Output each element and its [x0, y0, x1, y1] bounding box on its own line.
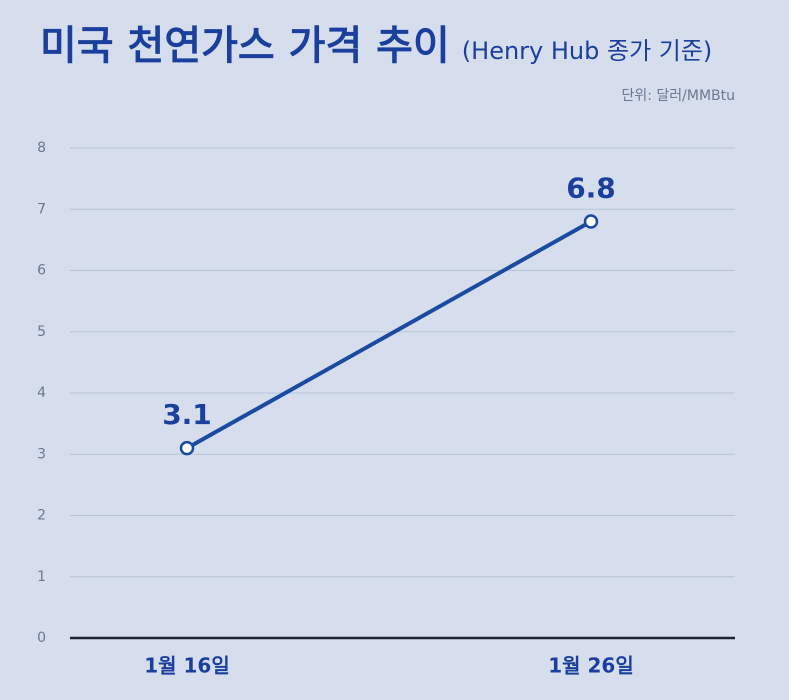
y-tick-label: 2 — [37, 508, 46, 524]
y-tick-label: 0 — [37, 630, 46, 646]
chart-subtitle: (Henry Hub 종가 기준) — [462, 37, 713, 65]
x-tick-label: 1월 26일 — [548, 654, 634, 678]
y-tick-label: 3 — [37, 446, 46, 462]
y-tick-label: 6 — [37, 263, 46, 279]
point — [583, 214, 599, 229]
x-tick-label: 1월 16일 — [144, 654, 230, 678]
y-tick-label: 8 — [37, 140, 46, 156]
line — [186, 219, 592, 450]
value-label: 3.1 — [162, 398, 212, 431]
y-tick-label: 4 — [37, 385, 46, 401]
chart-title: 미국 천연가스 가격 추이 — [40, 23, 450, 69]
unit-label: 단위: 달러/MMBtu — [621, 88, 735, 104]
point — [179, 440, 195, 456]
y-tick-label: 1 — [37, 569, 46, 585]
value-label: 6.8 — [566, 172, 616, 205]
y-tick-label: 7 — [37, 201, 46, 217]
y-tick-label: 5 — [37, 324, 46, 340]
